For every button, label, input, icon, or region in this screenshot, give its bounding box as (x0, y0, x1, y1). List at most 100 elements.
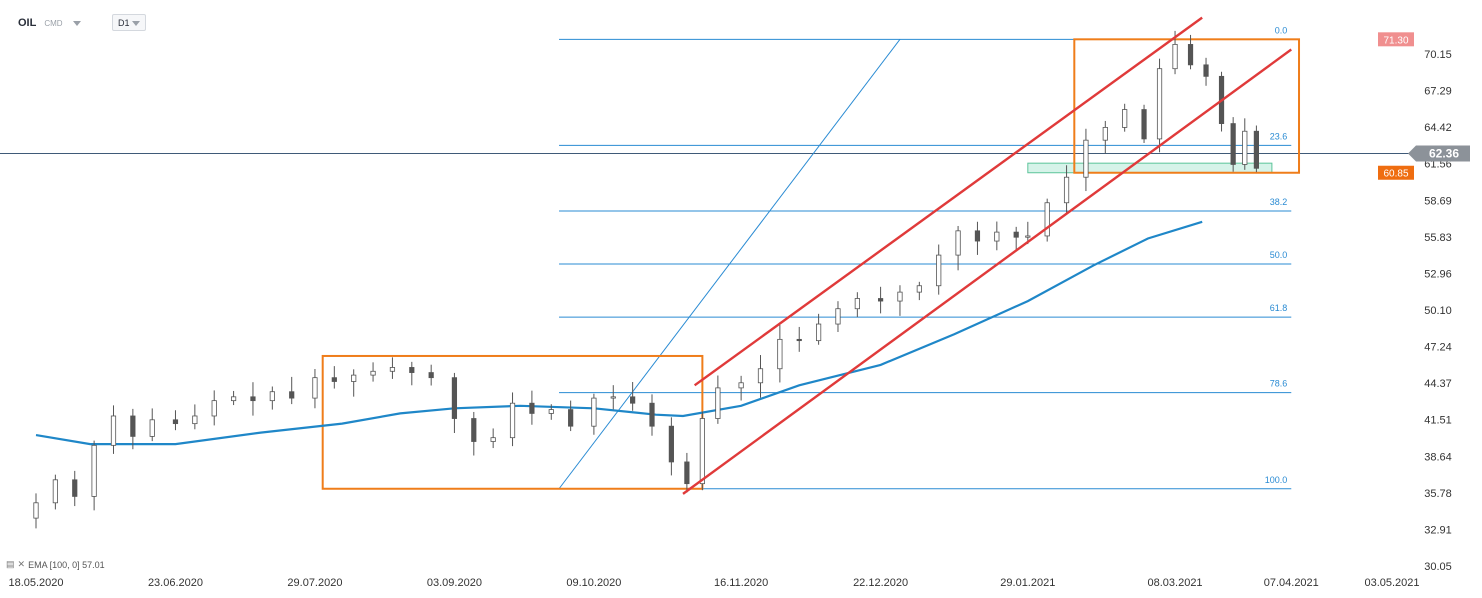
date-tick-label: 29.01.2021 (1000, 577, 1055, 589)
price-axis[interactable]: 70.15 67.29 64.42 61.56 58.69 55.83 52.96 50.10… (1424, 49, 1452, 573)
indicator-legend[interactable]: ▤ ✕ EMA [100, 0] 57.01 (6, 559, 105, 570)
trend-channel[interactable] (682, 16, 1292, 495)
ema-100-line (35, 220, 1203, 446)
chevron-down-icon[interactable] (72, 20, 81, 26)
price-tick-label: 50.10 (1424, 305, 1452, 317)
candle-body (428, 372, 434, 379)
price-label-support-text: 60.85 (1383, 169, 1408, 180)
candle-body (649, 402, 655, 427)
candle-body (370, 370, 376, 376)
date-tick-label: 16.11.2020 (714, 577, 768, 589)
chevron-down-icon (132, 21, 140, 26)
channel-lower-line (682, 48, 1292, 495)
candle-body (715, 387, 721, 419)
price-tick-label: 55.83 (1424, 232, 1452, 244)
candle-body (1083, 139, 1089, 178)
candle-body (451, 377, 458, 419)
candle-body (668, 425, 674, 463)
candle-body (192, 415, 198, 425)
candle-body (1013, 231, 1019, 238)
candle-body (1253, 130, 1259, 169)
candle-body (684, 461, 690, 485)
fib-level-label: 38.2 (1270, 197, 1288, 207)
price-tick-label: 35.78 (1424, 488, 1452, 500)
candle-body (877, 298, 884, 302)
candle-body (409, 367, 415, 373)
price-tick-label: 61.56 (1424, 159, 1452, 171)
candle-body (130, 415, 136, 437)
candle-body (172, 419, 179, 425)
fib-level-label: 100.0 (1265, 475, 1288, 485)
ema-series-line (35, 220, 1203, 446)
close-icon[interactable]: ✕ (17, 559, 26, 569)
candle-body (757, 368, 764, 384)
candle-body (699, 418, 705, 485)
current-price-tag (1408, 145, 1470, 162)
price-label-support-bg (1378, 165, 1414, 180)
timeframe-label: D1 (118, 17, 130, 28)
candle-body (331, 377, 337, 382)
date-tick-label: 22.12.2020 (853, 577, 908, 589)
candle-body (955, 230, 961, 256)
candle-body (33, 502, 39, 519)
symbol-name: OIL (18, 17, 37, 29)
candle-body (974, 230, 981, 242)
candle-body (1063, 176, 1070, 204)
consolidation-box-2021 (1073, 38, 1301, 174)
candle-body (72, 479, 78, 497)
candle-body (1242, 130, 1248, 165)
candle-body (1156, 68, 1163, 140)
fib-level-label: 23.6 (1270, 131, 1288, 141)
candle-body (591, 397, 597, 427)
candle-body (1187, 44, 1194, 66)
candle-body (269, 391, 275, 402)
fibonacci-retracement[interactable]: 0.0 23.6 38.2 50.0 61.8 78.6 100.0 (558, 25, 1292, 490)
time-axis[interactable]: 18.05.2020 23.06.2020 29.07.2020 03.09.2020… (8, 577, 1419, 589)
candle-body (777, 338, 783, 370)
candle-body (490, 437, 496, 442)
price-tick-label: 64.42 (1424, 122, 1452, 134)
price-tick-label: 44.37 (1424, 378, 1452, 390)
candle-body (1203, 64, 1209, 77)
price-tick-label: 52.96 (1424, 268, 1452, 280)
date-tick-label: 23.06.2020 (148, 577, 203, 589)
price-tick-label: 32.91 (1424, 524, 1452, 536)
date-tick-label: 09.10.2020 (566, 577, 621, 589)
candle-body (149, 419, 155, 437)
candle-body (568, 409, 574, 427)
instrument-type: CMD (44, 18, 63, 28)
symbol-selector[interactable]: OIL CMD (18, 12, 81, 34)
ema-legend-text: EMA [100, 0] 57.01 (28, 559, 105, 570)
candlesticks (33, 30, 1259, 529)
price-tick-label: 47.24 (1424, 342, 1452, 354)
price-tick-label: 30.05 (1424, 561, 1452, 573)
candle-body (738, 382, 744, 389)
candle-body (230, 396, 237, 402)
candle-body (1025, 235, 1031, 238)
candle-body (1102, 127, 1108, 141)
date-tick-label: 29.07.2020 (287, 577, 342, 589)
price-tick-label: 41.51 (1424, 415, 1452, 427)
date-tick-label: 07.04.2021 (1264, 577, 1319, 589)
indicator-menu-icon[interactable]: ▤ (6, 559, 15, 569)
candle-body (1230, 123, 1236, 165)
candle-body (548, 409, 554, 414)
timeframe-dropdown[interactable]: D1 (112, 14, 146, 31)
price-tick-label: 58.69 (1424, 195, 1452, 207)
candle-body (1044, 202, 1050, 237)
candle-body (351, 374, 357, 382)
candle-body (835, 308, 841, 325)
candle-body (630, 396, 636, 404)
candle-body (916, 285, 922, 293)
fib-level-label: 78.6 (1270, 379, 1288, 389)
fib-level-label: 50.0 (1270, 250, 1288, 260)
channel-upper-line (693, 16, 1203, 387)
candle-body (289, 391, 295, 399)
candle-body (529, 402, 535, 414)
candle-body (610, 396, 616, 399)
price-tick-label: 67.29 (1424, 86, 1452, 98)
price-labels: 71.30 60.85 62.36 (1378, 32, 1470, 180)
candle-body (250, 396, 256, 402)
date-tick-label: 03.05.2021 (1364, 577, 1419, 589)
